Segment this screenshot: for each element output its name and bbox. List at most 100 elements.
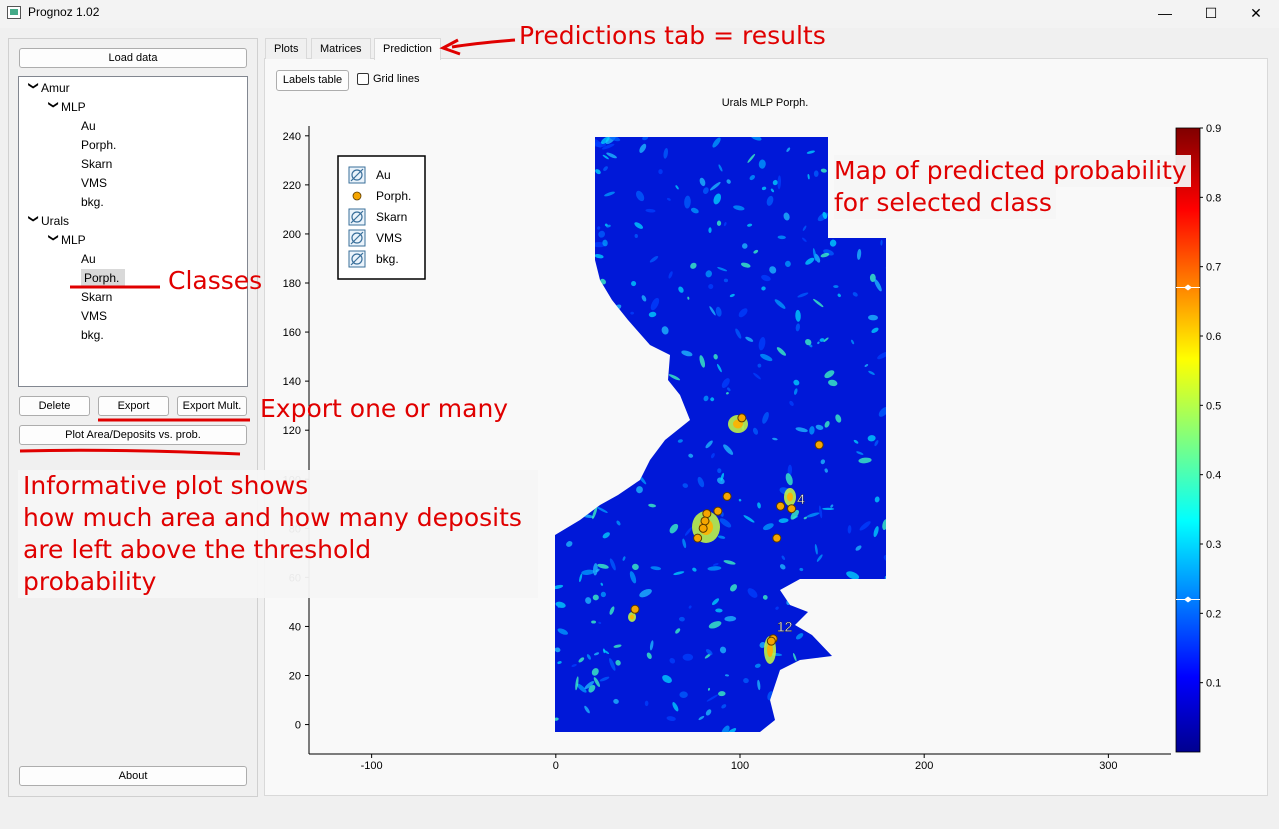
map-texture <box>717 477 725 485</box>
map-texture <box>757 363 762 368</box>
map-texture <box>609 658 616 671</box>
map-texture <box>777 235 786 240</box>
eye-off-slash <box>350 210 364 224</box>
minimize-button[interactable]: — <box>1158 5 1172 21</box>
grid-lines-checkbox[interactable] <box>357 73 369 85</box>
map-texture <box>612 406 618 412</box>
map-texture <box>774 299 786 309</box>
map-texture <box>717 468 722 474</box>
map-texture <box>709 306 716 316</box>
tree-item-vms[interactable]: VMS <box>81 307 107 326</box>
map-texture <box>590 481 598 489</box>
tree-item-label: Au <box>81 119 96 133</box>
grid-lines-label: Grid lines <box>373 73 420 85</box>
about-button[interactable]: About <box>19 766 247 786</box>
map-texture <box>814 544 818 555</box>
map-texture <box>802 225 807 231</box>
map-texture <box>803 599 810 607</box>
map-texture <box>810 596 818 603</box>
map-texture <box>809 344 813 348</box>
map-texture <box>601 143 615 150</box>
map-texture <box>851 339 855 345</box>
app-icon <box>7 6 21 19</box>
map-texture <box>591 668 599 676</box>
plot-area-deposits-button[interactable]: Plot Area/Deposits vs. prob. <box>19 425 247 445</box>
map-texture <box>690 207 699 214</box>
map-texture <box>579 573 583 583</box>
map-texture <box>753 372 761 380</box>
map-texture <box>692 567 697 572</box>
map-texture <box>716 220 722 226</box>
delete-button[interactable]: Delete <box>19 396 90 416</box>
close-button[interactable]: ✕ <box>1250 5 1262 21</box>
map-texture <box>805 257 815 265</box>
tree-item-porph[interactable]: Porph. <box>81 136 116 155</box>
map-texture <box>826 590 832 597</box>
tree-item-bkg[interactable]: bkg. <box>81 326 104 345</box>
tree-item-vms[interactable]: VMS <box>81 174 107 193</box>
export-button[interactable]: Export <box>98 396 169 416</box>
map-texture <box>707 566 722 571</box>
tree-item-skarn[interactable]: Skarn <box>81 155 112 174</box>
map-texture <box>761 274 771 282</box>
map-texture <box>761 286 766 291</box>
map-texture <box>571 424 576 435</box>
x-tick-label: 0 <box>553 760 559 772</box>
threshold-handle <box>1184 284 1192 291</box>
map-texture <box>609 558 616 571</box>
tree-item-mlp[interactable]: ❯ MLP <box>45 98 86 117</box>
tab-matrices[interactable]: Matrices <box>311 38 371 59</box>
map-texture <box>880 239 883 246</box>
map-texture <box>821 590 830 598</box>
map-texture <box>876 666 882 671</box>
map-texture <box>770 188 775 193</box>
map-texture <box>598 621 602 624</box>
map-texture <box>747 223 753 227</box>
tree-item-amur[interactable]: ❯ Amur <box>25 79 70 98</box>
tree-item-skarn[interactable]: Skarn <box>81 288 112 307</box>
map-texture <box>818 505 823 519</box>
tree-item-au[interactable]: Au <box>81 250 96 269</box>
deposit-point <box>630 604 640 614</box>
tree-item-au[interactable]: Au <box>81 117 96 136</box>
map-texture <box>594 326 603 335</box>
map-texture <box>557 347 569 352</box>
deposit-point <box>698 523 708 533</box>
tree-item-bkg[interactable]: bkg. <box>81 193 104 212</box>
map-texture <box>869 273 876 283</box>
map-texture <box>815 424 824 430</box>
map-texture <box>555 233 568 241</box>
map-texture <box>600 478 608 488</box>
map-texture <box>797 292 809 298</box>
map-texture <box>602 239 608 247</box>
map-texture <box>569 287 579 293</box>
tree-item-urals[interactable]: ❯ Urals <box>25 212 70 231</box>
tab-prediction[interactable]: Prediction <box>374 38 441 60</box>
x-tick-label: 300 <box>1099 760 1117 772</box>
tree-item-porph[interactable]: Porph. <box>81 269 126 288</box>
tree-item-mlp[interactable]: ❯ MLP <box>45 231 86 250</box>
map-texture <box>571 160 578 169</box>
class-tree[interactable]: ❯ Amur ❯ MLP Au Porph. Skarn VMS bkg. ❯ Urals ❯ MLP A… <box>18 76 248 387</box>
map-texture <box>557 661 562 664</box>
map-texture <box>585 597 592 604</box>
y-tick-label: 0 <box>295 720 301 732</box>
map-hotspot-core <box>787 492 793 502</box>
map-texture <box>816 554 823 562</box>
maximize-button[interactable]: ☐ <box>1204 5 1218 21</box>
map-texture <box>733 205 745 211</box>
map-texture <box>555 464 562 477</box>
map-texture <box>776 347 786 356</box>
map-texture <box>555 717 559 721</box>
map-texture <box>820 168 827 173</box>
map-texture <box>848 694 856 708</box>
tab-plots[interactable]: Plots <box>265 38 308 59</box>
deposit-point <box>776 501 786 511</box>
title-bar: Prognoz 1.02 — ☐ ✕ <box>0 0 1279 28</box>
load-data-button[interactable]: Load data <box>19 48 247 68</box>
labels-table-button[interactable]: Labels table <box>276 70 349 91</box>
map-texture <box>724 616 737 622</box>
map-texture <box>705 270 713 278</box>
map-texture <box>698 715 705 721</box>
export-mult-button[interactable]: Export Mult. <box>177 396 247 416</box>
